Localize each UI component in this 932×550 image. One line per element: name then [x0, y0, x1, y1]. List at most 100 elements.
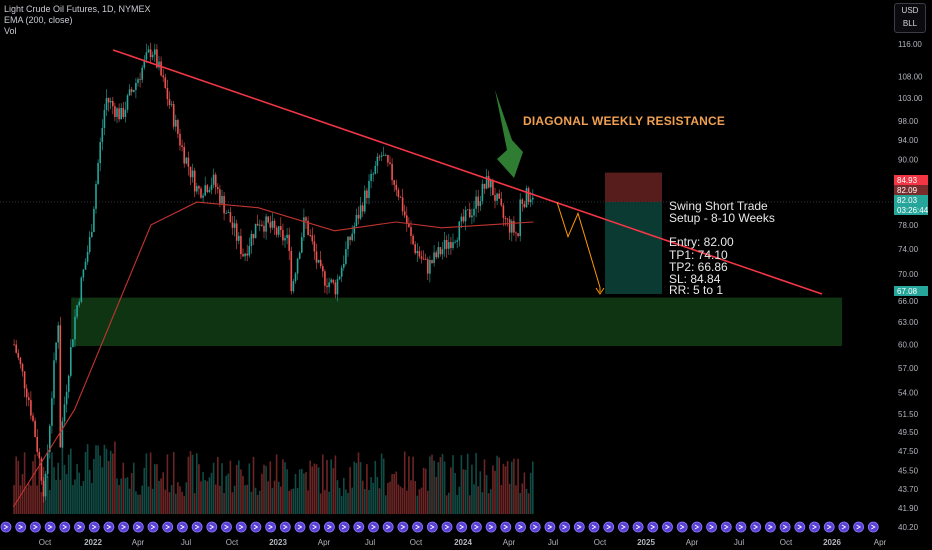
- event-marker-icon[interactable]: [632, 521, 644, 533]
- event-marker-icon[interactable]: [206, 521, 218, 533]
- event-marker-icon[interactable]: [441, 521, 453, 533]
- candle: [420, 256, 423, 259]
- event-marker-icon[interactable]: [412, 521, 424, 533]
- candle: [25, 388, 28, 398]
- candle: [506, 218, 509, 220]
- event-marker-icon[interactable]: [221, 521, 232, 533]
- volume-bar: [25, 487, 28, 514]
- event-marker-icon[interactable]: [176, 521, 188, 533]
- event-marker-icon[interactable]: [74, 521, 85, 533]
- volume-bar: [374, 460, 377, 514]
- legend-volume[interactable]: Vol: [4, 26, 17, 36]
- candle: [74, 316, 76, 340]
- event-marker-icon[interactable]: [867, 521, 879, 533]
- event-marker-icon[interactable]: [132, 521, 144, 533]
- event-marker-icon[interactable]: [559, 521, 570, 533]
- event-marker-icon[interactable]: [294, 521, 306, 533]
- event-marker-icon[interactable]: [529, 521, 541, 533]
- event-marker-icon[interactable]: [794, 521, 806, 533]
- currency-unit-button[interactable]: USD BLL: [894, 3, 926, 33]
- event-marker-icon[interactable]: [853, 521, 864, 533]
- candle: [481, 183, 484, 202]
- event-marker-icon[interactable]: [647, 521, 659, 533]
- event-marker-icon[interactable]: [603, 521, 615, 533]
- event-marker-icon[interactable]: [765, 521, 776, 533]
- event-marker-icon[interactable]: [15, 521, 27, 533]
- candle: [529, 199, 532, 203]
- event-marker-icon[interactable]: [838, 521, 850, 533]
- event-marker-icon[interactable]: [397, 521, 409, 533]
- event-marker-icon[interactable]: [750, 521, 762, 533]
- event-marker-icon[interactable]: [691, 521, 703, 533]
- event-marker-icon[interactable]: [59, 521, 71, 533]
- event-marker-icon[interactable]: [147, 521, 159, 533]
- event-marker-icon[interactable]: [309, 521, 321, 533]
- volume-bar: [313, 463, 316, 514]
- event-marker-icon[interactable]: [279, 521, 291, 533]
- event-marker-icon[interactable]: [118, 521, 129, 533]
- event-marker-icon[interactable]: [720, 521, 732, 533]
- event-marker-icon[interactable]: [676, 521, 688, 533]
- candle: [448, 242, 450, 249]
- candle: [343, 263, 345, 268]
- x-tick-label: Apr: [318, 538, 331, 547]
- legend-symbol[interactable]: Light Crude Oil Futures, 1D, NYMEX: [4, 4, 151, 14]
- candle: [170, 104, 173, 105]
- event-marker-icon[interactable]: [265, 521, 277, 533]
- event-marker-icon[interactable]: [588, 521, 600, 533]
- event-marker-icon[interactable]: [368, 521, 379, 533]
- event-marker-icon[interactable]: [235, 521, 247, 533]
- event-marker-icon[interactable]: [250, 521, 262, 533]
- event-marker-icon[interactable]: [618, 521, 629, 533]
- event-marker-icon[interactable]: [706, 521, 717, 533]
- volume-bar: [361, 480, 364, 514]
- event-marker-icon[interactable]: [353, 521, 365, 533]
- event-marker-icon[interactable]: [88, 521, 100, 533]
- candle: [91, 231, 93, 238]
- event-marker-icon[interactable]: [0, 521, 12, 533]
- event-marker-icon[interactable]: [470, 521, 482, 533]
- event-marker-icon[interactable]: [323, 521, 335, 533]
- event-marker-icon[interactable]: [662, 521, 673, 533]
- candle: [286, 234, 288, 239]
- event-marker-icon[interactable]: [426, 521, 438, 533]
- event-marker-icon[interactable]: [544, 521, 556, 533]
- event-chevron-icon: [826, 524, 832, 530]
- event-marker-icon[interactable]: [515, 521, 526, 533]
- volume-bar: [40, 491, 43, 514]
- event-marker-icon[interactable]: [162, 521, 174, 533]
- volume-bar: [120, 478, 122, 514]
- event-marker-icon[interactable]: [500, 521, 512, 533]
- event-marker-icon[interactable]: [809, 521, 820, 533]
- event-marker-icon[interactable]: [485, 521, 497, 533]
- event-marker-icon[interactable]: [382, 521, 394, 533]
- event-marker-icon[interactable]: [44, 521, 56, 533]
- event-marker-icon[interactable]: [338, 521, 350, 533]
- candle: [471, 215, 473, 218]
- candle: [187, 157, 190, 167]
- legend-ema[interactable]: EMA (200, close): [4, 15, 73, 25]
- volume-bar: [513, 458, 515, 514]
- event-chevron-icon: [268, 524, 274, 530]
- projection-arrowhead: [595, 287, 605, 295]
- event-marker-icon[interactable]: [191, 521, 203, 533]
- diagonal-resistance-trendline[interactable]: [112, 49, 823, 295]
- event-marker-icon[interactable]: [735, 521, 747, 533]
- candle: [227, 212, 230, 213]
- candle: [120, 107, 122, 120]
- volume-bar: [82, 481, 85, 514]
- event-marker-icon[interactable]: [456, 521, 468, 533]
- event-marker-icon[interactable]: [573, 521, 585, 533]
- event-marker-icon[interactable]: [30, 521, 41, 533]
- event-marker-icon[interactable]: [103, 521, 115, 533]
- event-chevron-icon: [283, 524, 288, 530]
- event-marker-icon[interactable]: [823, 521, 835, 533]
- volume-bar: [179, 486, 181, 514]
- volume-bar: [277, 481, 280, 514]
- candle: [59, 325, 62, 448]
- y-tick-label: 41.90: [898, 504, 919, 513]
- event-marker-icon[interactable]: [779, 521, 791, 533]
- y-tick-label: 116.00: [898, 40, 922, 49]
- event-chevron-icon: [606, 524, 612, 530]
